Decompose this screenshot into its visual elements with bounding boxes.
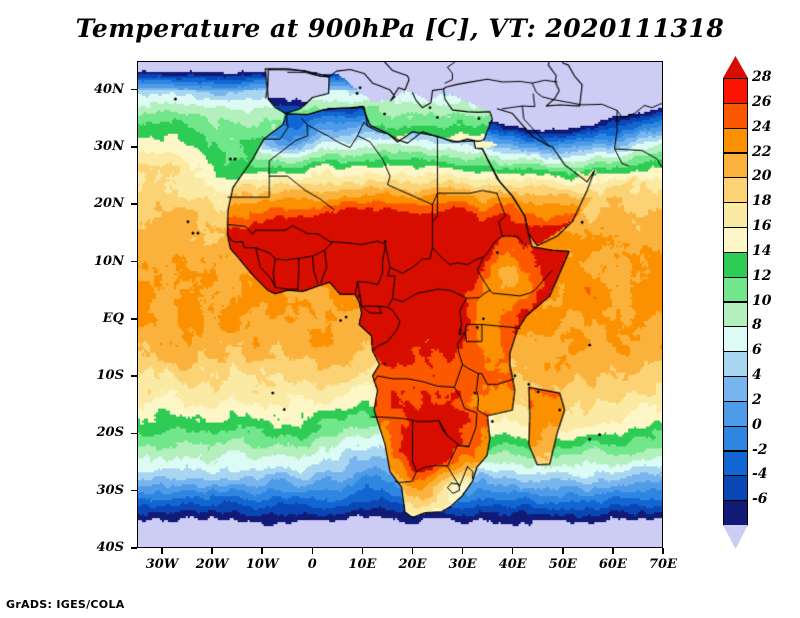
page-title: Temperature at 900hPa [C], VT: 202011131…: [75, 14, 725, 43]
colorbar-tick-label: 24: [752, 118, 772, 135]
colorbar-band: [723, 177, 748, 204]
lat-tick: [131, 432, 137, 435]
colorbar-tick-label: 16: [752, 218, 772, 234]
colorbar-tick-label: 14: [752, 242, 772, 259]
colorbar-band: [723, 202, 748, 228]
colorbar-tick-label: 20: [752, 168, 772, 185]
lon-tick-label: 20E: [398, 557, 427, 572]
lat-tick-label: EQ: [102, 310, 124, 326]
credit-text: GrADS: IGES/COLA: [6, 598, 125, 611]
lon-tick-label: 10E: [348, 557, 377, 572]
colorbar-band: [723, 475, 748, 502]
lat-tick: [131, 489, 137, 492]
lon-tick: [612, 548, 614, 554]
colorbar-band: [723, 500, 748, 526]
lon-tick-label: 20W: [195, 557, 229, 572]
lon-tick-label: 30E: [448, 557, 477, 572]
colorbar-band: [723, 102, 748, 129]
colorbar-band: [723, 376, 748, 402]
lat-tick: [131, 375, 137, 377]
lon-tick: [311, 548, 314, 554]
lat-tick: [131, 260, 137, 263]
temperature-field-canvas: [138, 62, 662, 547]
lon-tick: [361, 548, 364, 554]
lat-tick-label: 30S: [96, 482, 124, 498]
lat-tick: [131, 318, 137, 320]
colorbar-tick-label: -6: [752, 491, 768, 508]
colorbar-band: [723, 127, 748, 154]
colorbar-band: [723, 450, 748, 477]
lon-tick: [261, 548, 263, 554]
lon-tick-label: 50E: [548, 557, 577, 572]
lon-tick-label: 40E: [498, 557, 527, 572]
lon-tick-label: 0: [307, 557, 317, 572]
lon-tick-label: 60E: [598, 557, 627, 572]
colorbar-tick-label: 2: [752, 391, 762, 408]
colorbar-band: [723, 78, 748, 104]
colorbar-tick-label: 10: [752, 292, 772, 309]
lon-tick: [511, 548, 514, 554]
lat-tick-label: 30N: [94, 138, 124, 154]
colorbar-tick-label: 26: [752, 93, 772, 110]
lat-tick: [131, 146, 137, 148]
lat-tick: [131, 547, 137, 549]
colorbar-tick-label: 28: [752, 69, 772, 85]
lat-tick: [131, 203, 137, 205]
lat-tick-label: 10S: [96, 368, 124, 384]
lon-tick-label: 30W: [145, 557, 179, 572]
colorbar-band: [723, 425, 748, 452]
colorbar-band: [723, 152, 748, 179]
map-plot-area[interactable]: [137, 61, 663, 548]
lon-tick: [662, 548, 664, 554]
colorbar-band: [723, 326, 748, 353]
colorbar-band: [723, 400, 748, 427]
lon-tick: [562, 548, 564, 554]
lon-tick-label: 10W: [245, 557, 279, 572]
colorbar-tick-label: 4: [752, 367, 762, 383]
colorbar-tick-label: 18: [752, 193, 772, 210]
colorbar-band: [723, 227, 748, 253]
colorbar-tick-label: 0: [752, 416, 762, 433]
colorbar-band: [723, 276, 748, 303]
colorbar-band: [723, 351, 748, 377]
colorbar[interactable]: [723, 56, 748, 549]
lon-tick-label: 70E: [649, 557, 677, 572]
lat-tick-label: 40S: [96, 540, 124, 555]
lat-tick-label: 20N: [94, 196, 124, 212]
colorbar-tick-label: 8: [752, 317, 762, 334]
lon-tick: [461, 548, 464, 554]
colorbar-band: [723, 301, 748, 328]
colorbar-over-arrow: [723, 56, 748, 78]
lat-tick-label: 10N: [94, 253, 124, 269]
colorbar-tick-label: 6: [752, 342, 762, 359]
colorbar-band: [723, 251, 748, 278]
colorbar-tick-label: -2: [752, 441, 768, 458]
lat-tick-label: 20S: [96, 425, 124, 441]
lon-tick: [161, 548, 163, 554]
lon-tick: [411, 548, 414, 554]
lon-tick: [211, 548, 213, 554]
lat-tick: [131, 88, 137, 91]
colorbar-tick-label: 22: [752, 143, 772, 160]
lat-tick-label: 40N: [94, 81, 124, 97]
colorbar-tick-label: -4: [752, 466, 768, 483]
colorbar-tick-label: 12: [752, 267, 772, 284]
colorbar-under-arrow: [723, 525, 748, 549]
